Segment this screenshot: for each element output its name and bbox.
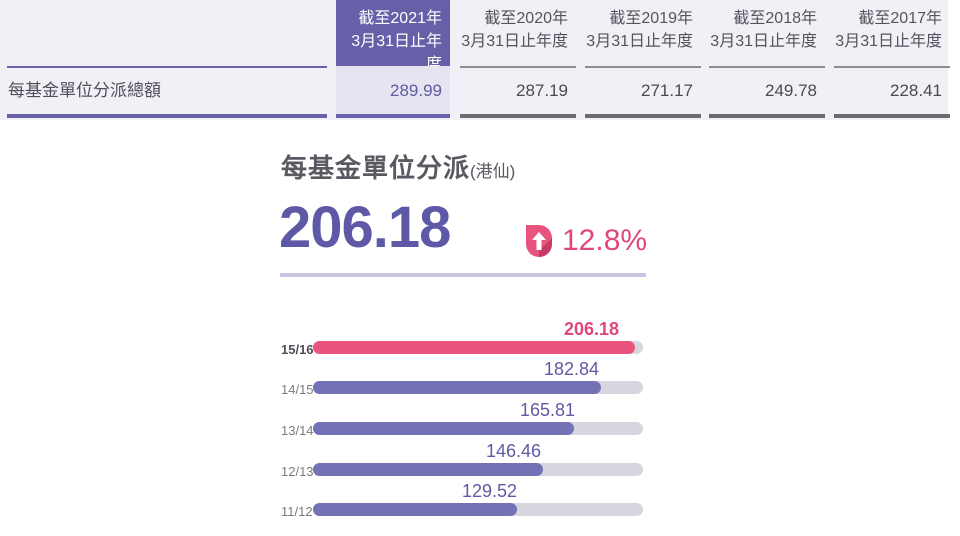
- bar-value: 129.52: [461, 481, 517, 501]
- bar-label: 14/15: [281, 382, 314, 397]
- row-label: 每基金單位分派總額: [8, 81, 161, 100]
- kpi-value: 206.18: [279, 195, 451, 260]
- bar-value: 165.81: [519, 400, 575, 420]
- header-divider: [834, 66, 950, 68]
- bar-value: 206.18: [563, 319, 619, 339]
- kpi-change-percent: 12.8%: [562, 224, 648, 257]
- value-2018: 249.78: [765, 81, 817, 100]
- value-2019: 271.17: [641, 81, 693, 100]
- bar-row-13-14: 13/14 165.81: [281, 395, 643, 438]
- bar-value: 146.46: [485, 441, 541, 461]
- distribution-table: [0, 0, 948, 120]
- row-divider: [460, 114, 576, 118]
- kpi-unit: (港仙): [470, 162, 516, 181]
- value-2021: 289.99: [336, 66, 450, 116]
- bar-value: 182.84: [543, 359, 599, 379]
- bar-fill: [313, 503, 517, 516]
- row-divider: [336, 114, 450, 118]
- bar-label: 15/16: [281, 342, 314, 357]
- kpi-change: 12.8%: [526, 224, 647, 258]
- bar-fill: [313, 463, 543, 476]
- bar-row-11-12: 11/12 129.52: [281, 476, 643, 519]
- column-header-2017: 截至2017年 3月31日止年度: [835, 10, 942, 50]
- kpi-divider: [280, 273, 646, 277]
- bar-row-12-13: 12/13 146.46: [281, 436, 643, 479]
- row-divider: [834, 114, 950, 118]
- kpi-title: 每基金單位分派(港仙): [281, 153, 516, 183]
- row-divider: [7, 114, 327, 118]
- bar-track: 129.52: [313, 481, 643, 516]
- bar-track: 146.46: [313, 441, 643, 476]
- bar-fill: [313, 422, 574, 435]
- bar-label: 12/13: [281, 464, 314, 479]
- header-divider: [585, 66, 701, 68]
- bar-row-15-16: 15/16 206.18: [281, 314, 643, 357]
- header-divider: [460, 66, 576, 68]
- bar-track: 182.84: [313, 359, 643, 394]
- value-2020: 287.19: [516, 81, 568, 100]
- header-divider: [709, 66, 825, 68]
- bar-label: 13/14: [281, 423, 314, 438]
- bar-fill: [313, 381, 601, 394]
- row-divider: [709, 114, 825, 118]
- row-divider: [585, 114, 701, 118]
- bar-label: 11/12: [281, 504, 313, 519]
- value-2017: 228.41: [890, 81, 942, 100]
- column-header-2020: 截至2020年 3月31日止年度: [461, 10, 568, 50]
- column-header-2019: 截至2019年 3月31日止年度: [586, 10, 693, 50]
- bar-track: 206.18: [313, 319, 643, 354]
- bar-fill: [313, 341, 635, 354]
- column-header-2021: 截至2021年 3月31日止年度: [336, 0, 450, 73]
- header-divider: [7, 66, 327, 68]
- bar-row-14-15: 14/15 182.84: [281, 354, 643, 397]
- column-header-2018: 截至2018年 3月31日止年度: [710, 10, 817, 50]
- bar-track: 165.81: [313, 400, 643, 435]
- arrow-up-badge-icon: [526, 225, 552, 257]
